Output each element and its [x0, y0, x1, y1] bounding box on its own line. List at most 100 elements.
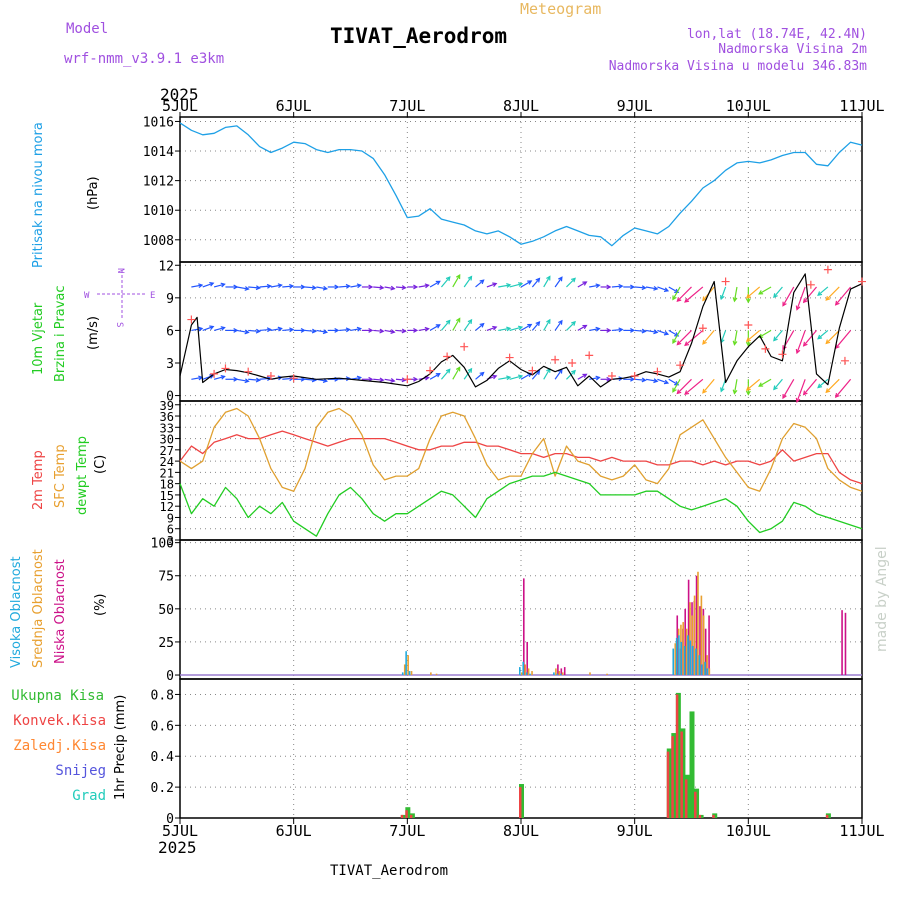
- x-tick-label-bottom: 11JUL: [839, 822, 884, 840]
- wind-arrow: [202, 282, 214, 288]
- wind-arrow: [634, 329, 646, 332]
- precip-conv-bar: [694, 791, 697, 818]
- y-tick-label: 6: [166, 324, 174, 339]
- wind-arrow: [720, 330, 727, 343]
- wind-arrow-head: [379, 285, 385, 291]
- precip-conv-bar: [825, 814, 829, 818]
- cloud-mid-bar: [693, 595, 696, 676]
- cloud-low-bar: [560, 668, 563, 676]
- temp-sfc-line: [179, 407, 863, 492]
- wind-arrow: [531, 278, 540, 288]
- y-tick-label: 3: [166, 357, 174, 372]
- wind-arrow: [773, 330, 783, 341]
- watermark: made by Angel: [874, 546, 890, 652]
- wind-arrow-head: [795, 348, 801, 355]
- wind-arrow-head: [802, 298, 808, 304]
- wind-arrow: [486, 326, 497, 331]
- wind-arrow: [316, 329, 327, 333]
- wind-arrow: [509, 326, 523, 331]
- wind-arrow-head: [356, 283, 362, 289]
- wind-arrow: [803, 378, 817, 395]
- wind-arrow-head: [773, 293, 778, 299]
- precip-title-2: Konvek.Kisa: [13, 713, 106, 729]
- wind-arrow-head: [663, 287, 670, 293]
- wind-arrow-head: [255, 377, 261, 383]
- cloud-high-bar: [678, 635, 680, 676]
- wind-arrow-head: [674, 332, 680, 337]
- gust-marker: [266, 372, 275, 381]
- wind-arrow: [509, 375, 523, 380]
- wind-arrow: [543, 368, 551, 380]
- wind-arrow-head: [558, 276, 563, 282]
- wind-arrow-head: [535, 277, 541, 283]
- wind-arrow-head: [653, 378, 659, 384]
- gust-marker: [698, 324, 707, 333]
- temp-unit: (C): [93, 455, 108, 474]
- gust-marker: [653, 367, 662, 376]
- wind-arrow-head: [641, 328, 647, 334]
- cloud-low-bar: [526, 641, 529, 676]
- wind-arrow-head: [773, 385, 778, 391]
- wind-arrow: [817, 329, 829, 340]
- y-tick-label: 9: [167, 511, 174, 525]
- precip-conv-bar: [409, 814, 413, 818]
- wind-arrow: [577, 373, 587, 380]
- gust-marker: [676, 361, 685, 370]
- wind-arrow-head: [606, 284, 612, 290]
- wind-arrow: [676, 378, 692, 394]
- wind-arrow-head: [630, 376, 636, 382]
- wind-arrow-head: [277, 326, 283, 332]
- wind-arrow: [236, 378, 249, 382]
- cloud-low-bar: [695, 575, 698, 676]
- y-tick-label: 0: [166, 390, 174, 405]
- wind-arrow-head: [368, 284, 374, 290]
- cloud-mid-bar: [606, 673, 608, 676]
- wind-arrow: [825, 286, 840, 301]
- wind-arrow: [270, 327, 282, 332]
- x-tick-label-top: 8JUL: [503, 97, 539, 115]
- wind-arrow: [554, 276, 563, 288]
- wind-arrow-head: [455, 273, 461, 280]
- wind-arrow: [554, 320, 563, 331]
- plot-panels: 1008101010121014101603691236912151821242…: [143, 97, 885, 840]
- wind-arrow: [213, 327, 225, 331]
- gust-marker: [551, 355, 560, 364]
- cloud-high-bar: [672, 648, 675, 676]
- wind-arrow-head: [455, 317, 461, 323]
- wind-arrow-head: [209, 374, 215, 379]
- cloud-high-bar: [675, 637, 678, 676]
- wind-arrow: [803, 286, 817, 303]
- cloud-low-bar: [699, 606, 701, 676]
- wind-arrow: [463, 276, 472, 288]
- gust-marker: [840, 356, 849, 365]
- cloud-mid-bar: [521, 672, 523, 676]
- cloud-high-bar: [698, 655, 701, 676]
- precip-conv-bar: [671, 736, 674, 818]
- wind-arrow: [835, 330, 852, 349]
- y-tick-label: 100: [151, 537, 174, 552]
- wind-arrow-head: [630, 284, 636, 290]
- wind-arrow: [773, 378, 783, 390]
- wind-arrow-head: [220, 282, 226, 288]
- wind-arrow-head: [435, 373, 441, 378]
- cloud-low-bar: [844, 612, 847, 676]
- wind-arrow-head: [630, 327, 636, 333]
- wind-arrow-head: [720, 387, 725, 393]
- cloud-mid-bar: [407, 655, 409, 676]
- wind-arrow-head: [582, 281, 588, 286]
- wind-arrow: [520, 280, 532, 288]
- wind-arrow-head: [758, 382, 764, 387]
- wind-arrow-head: [322, 329, 329, 335]
- cloud-mid-bar: [689, 602, 691, 676]
- cloud-low-bar: [563, 667, 566, 676]
- wind-arrow-head: [368, 327, 374, 333]
- y-tick-label: 27: [160, 444, 174, 458]
- wind-arrow-head: [255, 328, 261, 334]
- wind-arrow: [746, 378, 761, 391]
- gust-marker: [221, 364, 230, 373]
- gust-marker: [744, 320, 753, 329]
- wind-arrow-head: [641, 285, 647, 291]
- wind-title-2: Brzina i Pravac: [53, 285, 68, 382]
- wind-arrow: [304, 378, 316, 381]
